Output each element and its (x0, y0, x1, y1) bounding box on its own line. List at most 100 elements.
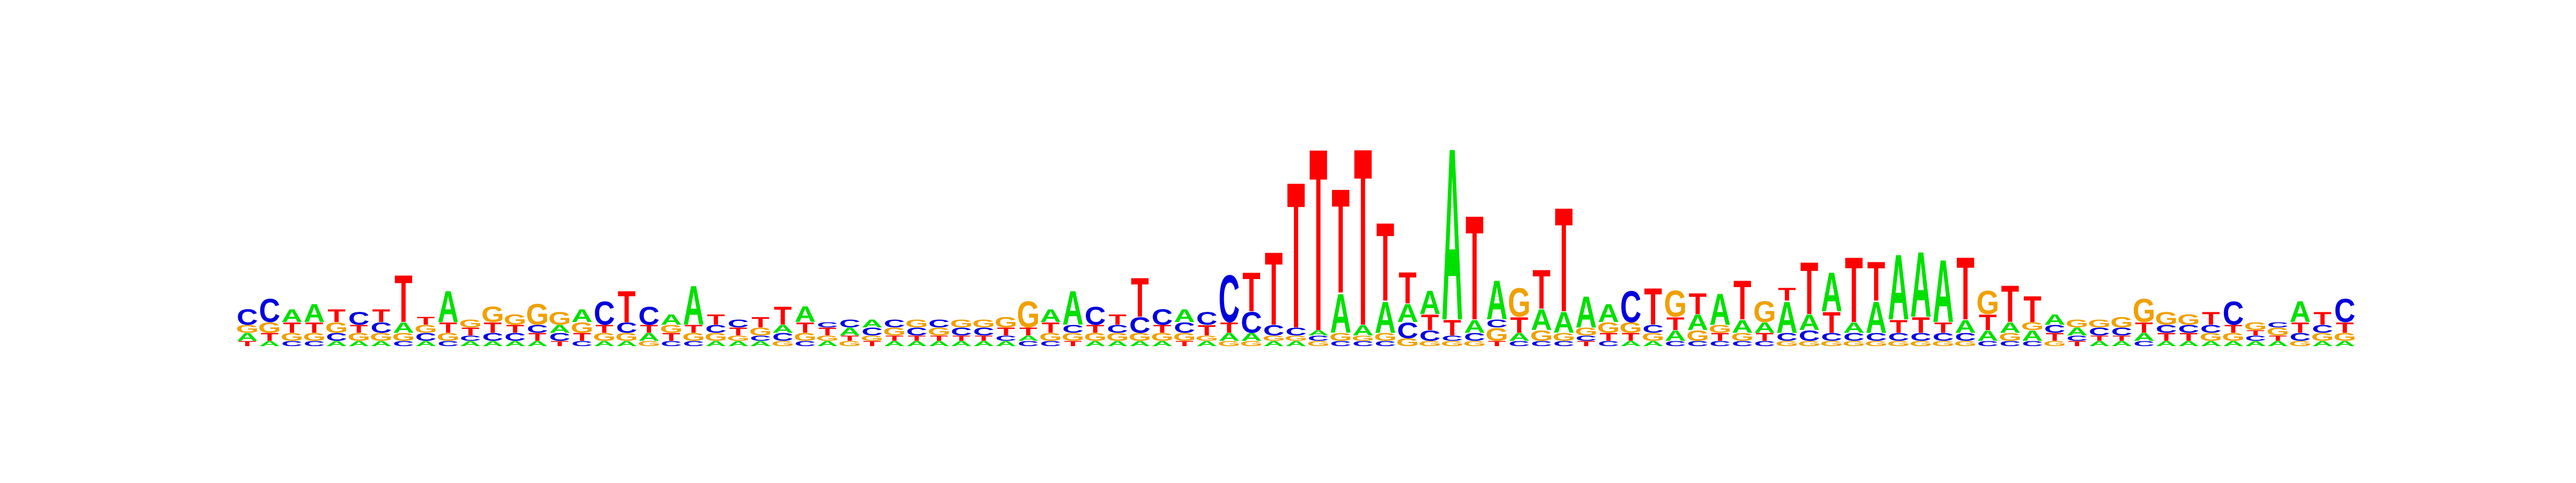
logo-letter-g: G (1017, 294, 1040, 336)
logo-column: ATCG (972, 317, 996, 348)
logo-column: ACGT (749, 314, 772, 348)
logo-letter-a: A (661, 312, 682, 328)
logo-letter-c: C (2223, 295, 2244, 332)
logo-letter-t: T (1377, 200, 1395, 325)
logo-letter-t: T (1109, 312, 1127, 328)
logo-column: GCAT (1396, 262, 1419, 348)
logo-letter-g: G (950, 317, 973, 330)
logo-column: AGTC (727, 317, 750, 348)
logo-column: GCTA (2289, 295, 2312, 348)
logo-column: ATGC (2266, 321, 2289, 348)
logo-letter-g: G (459, 317, 482, 330)
logo-letter-a: A (1486, 269, 1507, 331)
logo-column: GCAT (1463, 185, 1486, 351)
logo-letter-t: T (1533, 258, 1551, 320)
logo-column: CGAT (392, 262, 415, 348)
logo-letter-c: C (237, 305, 258, 330)
logo-letter-t: T (618, 281, 636, 331)
logo-letter-t: T (1867, 250, 1885, 312)
logo-letter-c: C (259, 292, 281, 330)
logo-letter-t: T (2023, 289, 2041, 331)
logo-letter-a: A (861, 317, 883, 330)
logo-column: AGCT (2311, 308, 2334, 348)
logo-column: ATCG (950, 317, 973, 348)
logo-letter-a: A (304, 298, 325, 327)
logo-column: CGAT (1329, 158, 1352, 348)
logo-letter-c: C (594, 295, 615, 332)
logo-letter-t: T (372, 305, 391, 326)
logo-column: CTGA (570, 305, 594, 348)
logo-letter-t: T (1644, 278, 1663, 336)
logo-column: CGTA (794, 302, 817, 348)
logo-letter-a: A (1576, 287, 1597, 336)
logo-letter-t: T (774, 301, 792, 330)
logo-column: AGTC (2222, 295, 2245, 348)
logo-letter-t: T (1242, 261, 1261, 323)
logo-column: AGCT (705, 312, 728, 348)
logo-letter-c: C (1196, 308, 1218, 328)
logo-letter-g: G (2177, 312, 2200, 328)
logo-column: AGTC (1084, 301, 1107, 348)
logo-column: AGCT (1106, 312, 1129, 348)
logo-column: GCAT (1865, 250, 1888, 348)
logo-column: TGCA (1173, 305, 1196, 348)
logo-column: ATCG (2110, 314, 2133, 348)
logo-column: ATCG (2177, 312, 2200, 348)
logo-letter-a: A (683, 274, 705, 336)
logo-letter-t: T (707, 312, 725, 328)
logo-letter-g: G (548, 308, 572, 328)
logo-letter-t: T (327, 305, 346, 326)
logo-letter-a: A (2289, 295, 2311, 328)
logo-letter-g: G (1507, 280, 1531, 326)
logo-letter-a: A (1709, 284, 1731, 334)
logo-letter-a: A (1888, 236, 1909, 340)
logo-letter-g: G (503, 312, 526, 328)
logo-letter-c: C (1620, 281, 1642, 331)
logo-column: CGTA (682, 274, 705, 348)
logo-letter-t: T (1778, 283, 1796, 304)
logo-column: CGAT (1731, 269, 1754, 348)
logo-column: ACTG (994, 314, 1018, 348)
logo-letter-c: C (638, 301, 660, 330)
logo-column: GCAT (1307, 95, 1330, 386)
logo-column: CGTA (1039, 305, 1062, 348)
logo-letter-c: C (2267, 321, 2289, 329)
logo-column: GCAT (771, 301, 794, 348)
logo-column: ATCG (2088, 317, 2111, 348)
logo-column: AGTC (1195, 308, 1218, 348)
logo-column: GATC (1218, 262, 1241, 348)
logo-letter-t: T (1354, 96, 1372, 379)
logo-column: GCTA (1909, 233, 1933, 348)
logo-letter-c: C (728, 317, 749, 330)
logo-letter-g: G (994, 314, 1018, 331)
logo-letter-t: T (1801, 247, 1819, 330)
logo-column: ATCG (526, 298, 549, 348)
logo-letter-t: T (1131, 266, 1149, 328)
logo-column: GATC (638, 301, 661, 348)
logo-letter-a: A (1174, 305, 1195, 326)
logo-letter-t: T (751, 314, 770, 331)
logo-letter-c: C (2334, 292, 2355, 330)
logo-letter-t: T (2001, 275, 2019, 333)
logo-column: GCTA (1820, 261, 1843, 348)
logo-letter-t: T (1331, 158, 1350, 324)
logo-column: GACT (1240, 261, 1263, 348)
logo-letter-a: A (794, 302, 816, 327)
logo-letter-t: T (1957, 239, 1975, 339)
logo-column: ATGC (258, 292, 281, 348)
logo-column: AGTC (2333, 292, 2357, 348)
logo-letter-g: G (526, 298, 549, 331)
logo-column: CGTA (437, 281, 460, 348)
